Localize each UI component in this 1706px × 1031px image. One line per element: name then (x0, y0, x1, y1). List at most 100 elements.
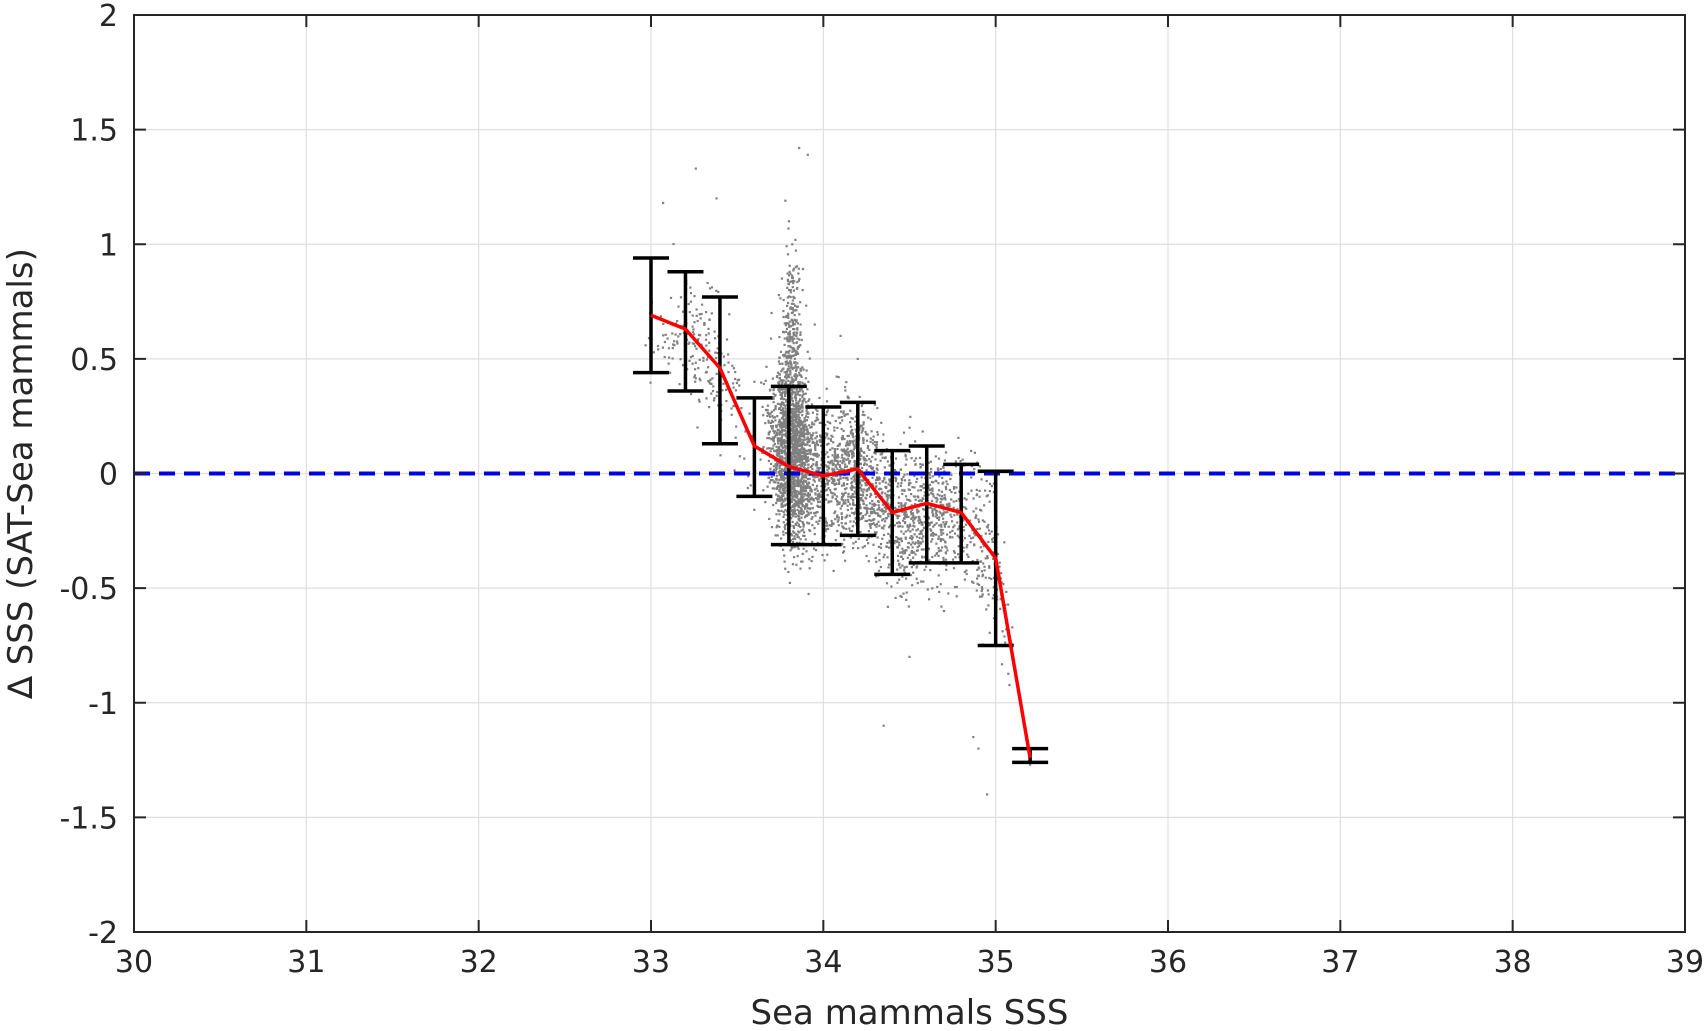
scatter-point (847, 495, 850, 498)
scatter-point (769, 412, 772, 415)
scatter-point (798, 510, 801, 513)
scatter-point (988, 565, 991, 568)
scatter-point (832, 569, 835, 572)
scatter-point (865, 454, 869, 458)
scatter-point (844, 477, 847, 480)
scatter-point (785, 314, 788, 318)
scatter-point (928, 523, 931, 526)
scatter-point (800, 388, 803, 391)
scatter-point (808, 567, 811, 570)
scatter-point (782, 548, 785, 551)
scatter-point (801, 406, 804, 409)
scatter-point (775, 434, 779, 437)
scatter-point (859, 513, 862, 516)
scatter-point (935, 496, 938, 499)
scatter-point (849, 495, 852, 498)
scatter-point (782, 491, 785, 494)
scatter-point (656, 344, 660, 348)
scatter-point (952, 567, 956, 570)
scatter-point (802, 511, 805, 514)
scatter-point (793, 422, 796, 425)
scatter-point (785, 327, 788, 330)
scatter-point (798, 406, 801, 410)
scatter-point (778, 407, 781, 410)
scatter-point (797, 498, 800, 501)
scatter-point (844, 413, 847, 416)
scatter-point (781, 503, 784, 506)
scatter-point (780, 394, 783, 397)
scatter-point (780, 392, 784, 396)
scatter-point (783, 554, 786, 557)
scatter-point (933, 523, 936, 527)
scatter-point (784, 524, 787, 527)
scatter-point (777, 471, 780, 474)
scatter-point (792, 366, 795, 369)
scatter-point (981, 595, 984, 598)
scatter-point (799, 484, 802, 487)
scatter-point (871, 442, 875, 445)
scatter-point (860, 450, 863, 453)
scatter-point (783, 343, 786, 346)
scatter-point (798, 424, 801, 427)
scatter-point (790, 307, 793, 311)
scatter-point (963, 537, 966, 540)
scatter-point (884, 520, 887, 523)
scatter-point (723, 364, 726, 367)
scatter-point (903, 522, 907, 525)
scatter-point (801, 485, 804, 488)
scatter-point (797, 484, 801, 487)
scatter-point (796, 281, 799, 284)
scatter-point (912, 551, 916, 554)
scatter-point (792, 328, 795, 331)
scatter-point (781, 381, 784, 384)
scatter-point (857, 547, 860, 550)
scatter-point (820, 436, 823, 439)
scatter-point (811, 423, 814, 426)
scatter-point (970, 476, 973, 479)
scatter-point (886, 494, 889, 497)
scatter-point (796, 404, 799, 407)
scatter-point (961, 458, 964, 461)
scatter-point (854, 442, 858, 445)
scatter-point (854, 518, 857, 521)
scatter-point (894, 457, 898, 460)
scatter-point (948, 502, 951, 505)
scatter-point (962, 519, 965, 522)
scatter-point (795, 319, 798, 322)
scatter-point (784, 380, 787, 383)
scatter-point (908, 523, 912, 526)
scatter-point (851, 485, 854, 488)
scatter-point (992, 586, 995, 589)
scatter-point (867, 530, 870, 533)
scatter-point (797, 381, 800, 384)
scatter-point (900, 489, 903, 492)
scatter-point (804, 538, 807, 541)
scatter-point (939, 583, 942, 586)
scatter-point (800, 464, 803, 468)
scatter-point (784, 351, 788, 354)
scatter-point (696, 426, 699, 429)
scatter-point (970, 449, 973, 453)
scatter-point (953, 524, 956, 527)
scatter-point (798, 390, 801, 393)
scatter-point (808, 477, 811, 480)
scatter-point (791, 338, 794, 341)
scatter-point (843, 414, 846, 417)
scatter-point (850, 482, 853, 485)
scatter-point (791, 446, 794, 449)
scatter-point (914, 553, 917, 556)
scatter-point (966, 553, 969, 556)
scatter-point (715, 372, 718, 375)
scatter-point (882, 510, 885, 513)
scatter-point (779, 470, 782, 473)
scatter-point (867, 542, 870, 545)
scatter-point (830, 491, 833, 494)
scatter-point (880, 452, 883, 455)
scatter-point (772, 396, 775, 399)
scatter-point (834, 454, 837, 457)
scatter-point (812, 452, 815, 456)
scatter-point (784, 354, 787, 357)
scatter-point (783, 513, 786, 516)
scatter-point (663, 340, 666, 344)
scatter-point (875, 486, 878, 489)
